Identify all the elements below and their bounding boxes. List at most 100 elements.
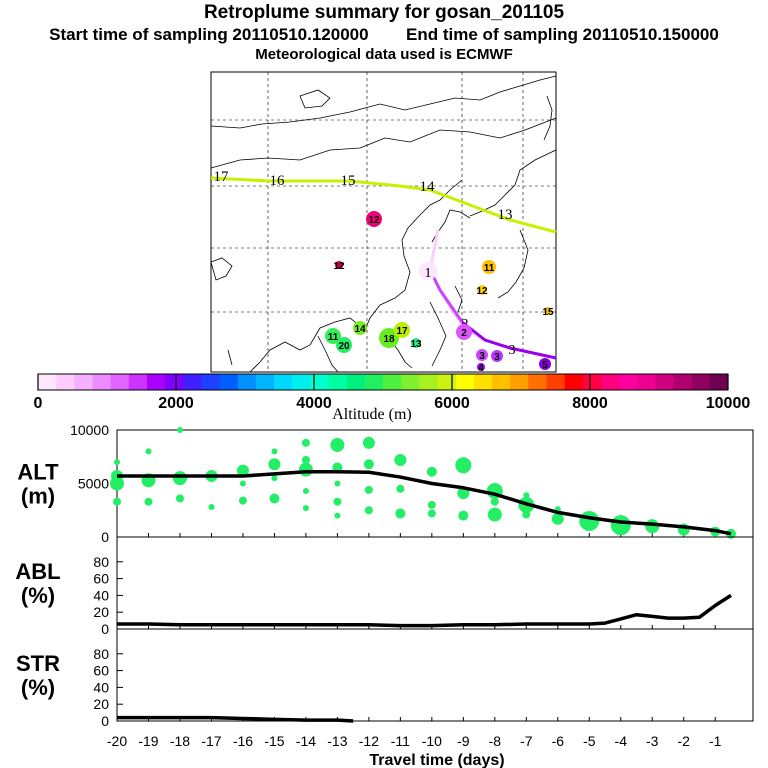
altitude-scatter-point (551, 512, 564, 525)
trajectory-day-label: 17 (214, 169, 230, 185)
x-tick-label: -13 (327, 733, 347, 749)
plume-point (456, 324, 472, 340)
plume-point-label: 12 (333, 261, 345, 272)
y-axis-label: ABL (15, 559, 60, 584)
plume-point-label: 20 (338, 341, 350, 352)
coastline (249, 317, 366, 373)
x-axis-label: Travel time (days) (369, 752, 504, 768)
colorbar-swatch (255, 374, 275, 390)
plume-point (336, 337, 352, 353)
altitude-colorbar: 0 2000 4000 6000 8000 10000 Altitude (m) (34, 373, 751, 423)
colorbar-tick-label: 10000 (706, 395, 751, 412)
plume-point (325, 328, 341, 344)
trajectory-lower (461, 320, 557, 360)
plume-point (544, 307, 552, 315)
sampling-times: Start time of sampling 20110510.120000 E… (0, 25, 768, 45)
altitude-scatter-point (236, 464, 249, 477)
altitude-scatter-point (269, 493, 280, 504)
colorbar-swatch (274, 374, 293, 390)
colorbar-swatch (401, 374, 420, 390)
colorbar-swatch (146, 374, 166, 390)
altitude-scatter-point (268, 458, 281, 471)
colorbar-swatch (600, 374, 620, 390)
colorbar-swatch (38, 374, 57, 390)
altitude-scatter-point (301, 455, 310, 464)
colorbar-swatch (219, 374, 239, 390)
plume-point-label: 5 (542, 360, 548, 371)
series-line (117, 593, 732, 628)
altitude-scatter-point (394, 453, 407, 466)
x-tick-label: -1 (709, 733, 722, 749)
coastline (210, 117, 557, 169)
altitude-scatter-point (522, 510, 531, 519)
altitude-scatter-point (334, 512, 341, 519)
colorbar-swatch (237, 374, 257, 390)
coastline (210, 257, 233, 281)
altitude-scatter-point (330, 437, 345, 452)
plume-point-label: 2 (461, 328, 467, 339)
y-axis-label: (%) (21, 675, 55, 700)
map-frame (210, 71, 557, 373)
altitude-scatter-point (302, 487, 309, 494)
trajectory-day-label: 1 (425, 266, 432, 281)
y-tick-label: 0 (101, 529, 109, 545)
trajectory-day-label: 14 (420, 179, 436, 195)
y-tick-label: 0 (101, 621, 109, 637)
y-axis-label: (m) (21, 484, 55, 509)
altitude-scatter-point (523, 492, 530, 499)
altitude-scatter-point (332, 462, 343, 473)
series-line (117, 715, 354, 723)
x-tick-label: -16 (233, 733, 253, 749)
altitude-scatter-point (208, 504, 215, 511)
altitude-scatter-point (298, 462, 313, 477)
trajectory-day-label: 16 (270, 173, 286, 189)
plume-point-label: 18 (383, 334, 395, 345)
start-time-label: Start time of sampling 20110510.120000 (49, 25, 369, 44)
plume-point (476, 349, 488, 361)
x-tick-label: -19 (138, 733, 158, 749)
altitude-scatter-point (172, 471, 187, 486)
altitude-scatter-point (396, 484, 405, 493)
x-tick-label: -6 (552, 733, 565, 749)
colorbar-swatch (709, 374, 729, 390)
colorbar-swatch (165, 374, 184, 390)
plume-point (394, 322, 410, 338)
end-time-label: End time of sampling 20110510.150000 (406, 25, 719, 44)
altitude-scatter-point (458, 510, 469, 521)
altitude-scatter-point (363, 459, 374, 470)
colorbar-swatch (528, 374, 547, 390)
plume-point (335, 261, 343, 269)
panel-alt: 10000 5000 0 ALT(m) (17, 422, 754, 545)
altitude-scatter-point (114, 459, 120, 466)
altitude-scatter-point (239, 480, 246, 487)
y-tick-label: 60 (93, 663, 109, 679)
altitude-scatter-point (145, 448, 152, 455)
colorbar-swatch (292, 374, 311, 390)
altitude-scatter-point (490, 497, 499, 506)
colorbar-swatch (655, 374, 675, 390)
y-tick-label: 5000 (78, 476, 109, 492)
y-tick-label: 0 (101, 713, 109, 729)
colorbar-swatch (473, 374, 493, 390)
altitude-scatter-point (426, 466, 437, 477)
altitude-scatter-point (364, 485, 373, 494)
plume-point (477, 363, 485, 371)
colorbar-swatch (328, 374, 348, 390)
coastline (364, 179, 463, 331)
colorbar-swatch (74, 374, 93, 390)
y-tick-label: 80 (93, 646, 109, 662)
plume-point (477, 285, 487, 295)
trajectory-day-label: 3 (509, 343, 516, 358)
colorbar-swatch (346, 374, 366, 390)
colorbar-swatch (510, 374, 529, 390)
series-line (117, 469, 732, 536)
plume-point (366, 211, 382, 227)
y-tick-label: 60 (93, 571, 109, 587)
altitude-scatter-point (271, 475, 278, 482)
altitude-scatter-point (175, 494, 184, 503)
altitude-scatter-point (271, 448, 278, 455)
coastline (454, 285, 463, 313)
plume-point-label: 11 (328, 332, 339, 343)
